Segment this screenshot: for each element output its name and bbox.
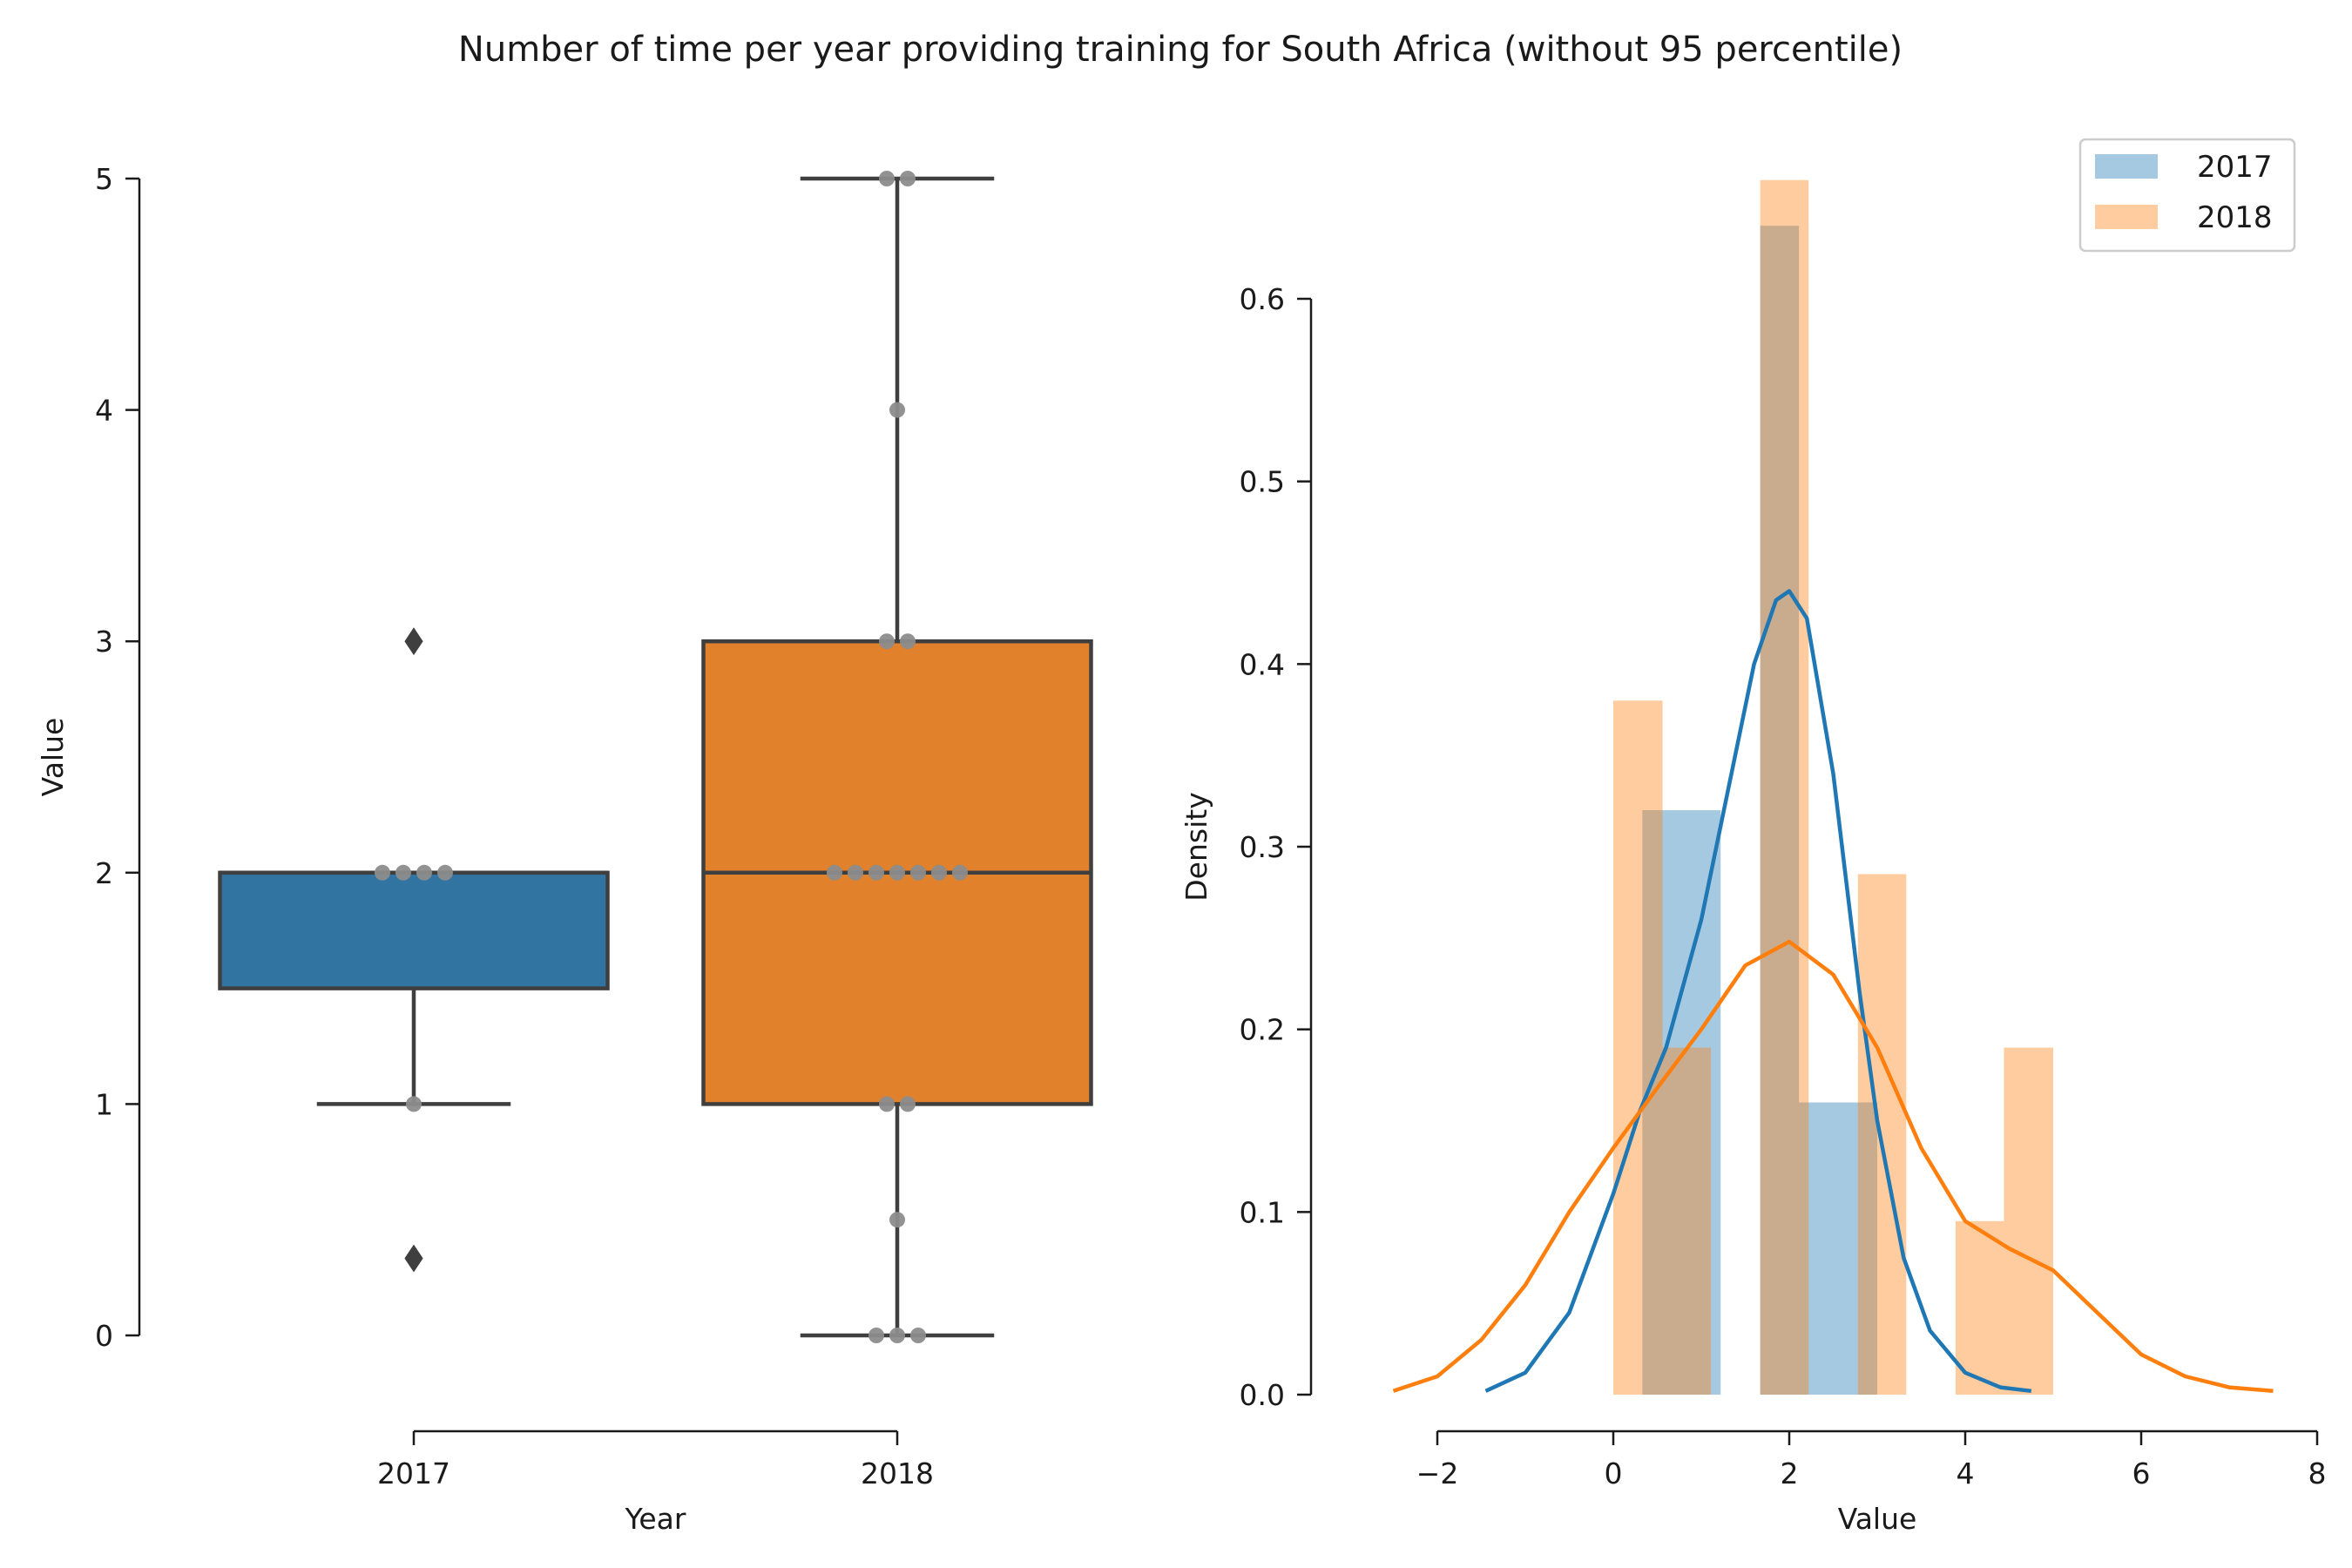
histogram-bar-2017: [1760, 226, 1800, 1396]
y-axis-label: Value: [36, 718, 70, 797]
y-axis-label: Density: [1179, 792, 1213, 901]
swarm-point: [879, 171, 895, 186]
histogram-bar-2017: [1799, 1102, 1877, 1395]
outlier-marker: [404, 1244, 423, 1273]
x-tick-label: 2017: [377, 1456, 450, 1490]
legend-swatch-2017: [2095, 154, 2158, 179]
legend-frame: [2078, 138, 2296, 253]
swarm-point: [395, 864, 411, 881]
legend-label-2018: 2018: [2197, 200, 2273, 235]
swarm-point: [900, 633, 916, 650]
x-tick-label: −2: [1416, 1456, 1459, 1490]
swarm-point: [889, 1328, 905, 1343]
x-tick-label: 2: [1781, 1456, 1799, 1490]
y-tick-label: 0.1: [1240, 1195, 1285, 1229]
swarm-point: [375, 864, 390, 881]
histogram-bar-2018: [1760, 179, 1809, 1395]
x-tick-label: 8: [2308, 1456, 2327, 1490]
kde-line-2018: [1392, 939, 2274, 1394]
swarm-point: [889, 1212, 905, 1228]
figure-title: Number of time per year providing traini…: [458, 30, 1903, 70]
y-tick-label: 0.5: [1240, 465, 1285, 499]
y-tick-label: 0.3: [1240, 830, 1285, 864]
swarm-point: [910, 864, 926, 881]
legend-label-2017: 2017: [2197, 150, 2273, 185]
y-tick-label: 4: [95, 394, 113, 428]
x-tick-label: 4: [1957, 1456, 1975, 1490]
x-axis-label: Year: [625, 1502, 686, 1536]
histogram-bar-2018: [1662, 1047, 1712, 1395]
y-tick-label: 0.6: [1240, 282, 1285, 316]
histogram-bar-2018: [1613, 700, 1663, 1395]
swarm-point: [416, 864, 432, 881]
x-tick-label: 2018: [861, 1456, 934, 1490]
swarm-point: [952, 864, 968, 881]
swarm-point: [910, 1328, 926, 1343]
x-axis-label: Value: [1838, 1502, 1917, 1536]
histogram-bar-2017: [1642, 810, 1721, 1395]
boxplot-panel: 0 1 2 3 4 5 Value 2017 2018 Year: [36, 162, 1093, 1536]
y-tick-label: 0.4: [1240, 647, 1285, 681]
outlier-marker: [404, 627, 423, 656]
swarm-point: [889, 864, 905, 881]
histogram-bar-2018: [2004, 1047, 2053, 1395]
y-tick-label: 3: [95, 625, 113, 659]
x-tick-label: 6: [2132, 1456, 2151, 1490]
legend: 2017 2018: [2078, 138, 2296, 253]
legend-swatch-2018: [2095, 205, 2158, 229]
swarm-point: [848, 864, 863, 881]
histogram-bar-2018: [1955, 1220, 2004, 1395]
swarm-point: [879, 633, 895, 650]
box-2017: [218, 870, 610, 990]
swarm-point: [406, 1096, 422, 1112]
x-tick-label: 0: [1605, 1456, 1623, 1490]
swarm-point: [900, 171, 916, 186]
swarm-point: [931, 864, 947, 881]
histogram-bar-2018: [1857, 874, 1907, 1395]
swarm-point: [868, 864, 884, 881]
y-tick-label: 0: [95, 1319, 113, 1353]
swarm-point: [437, 864, 453, 881]
swarm-point: [879, 1096, 895, 1112]
kde-line-2017: [1484, 589, 2032, 1394]
y-tick-label: 0.0: [1240, 1378, 1285, 1412]
swarm-point: [868, 1328, 884, 1343]
y-tick-label: 5: [95, 162, 113, 196]
y-tick-label: 0.2: [1240, 1013, 1285, 1047]
swarm-point: [889, 402, 905, 418]
histogram-panel: 0.0 0.1 0.2 0.3 0.4 0.5 0.6 Density −2 0 2 4 6 8 Value…: [1179, 138, 2327, 1536]
y-tick-label: 1: [95, 1087, 113, 1121]
swarm-point: [827, 864, 842, 881]
swarm-point: [900, 1096, 916, 1112]
y-tick-label: 2: [95, 856, 113, 890]
